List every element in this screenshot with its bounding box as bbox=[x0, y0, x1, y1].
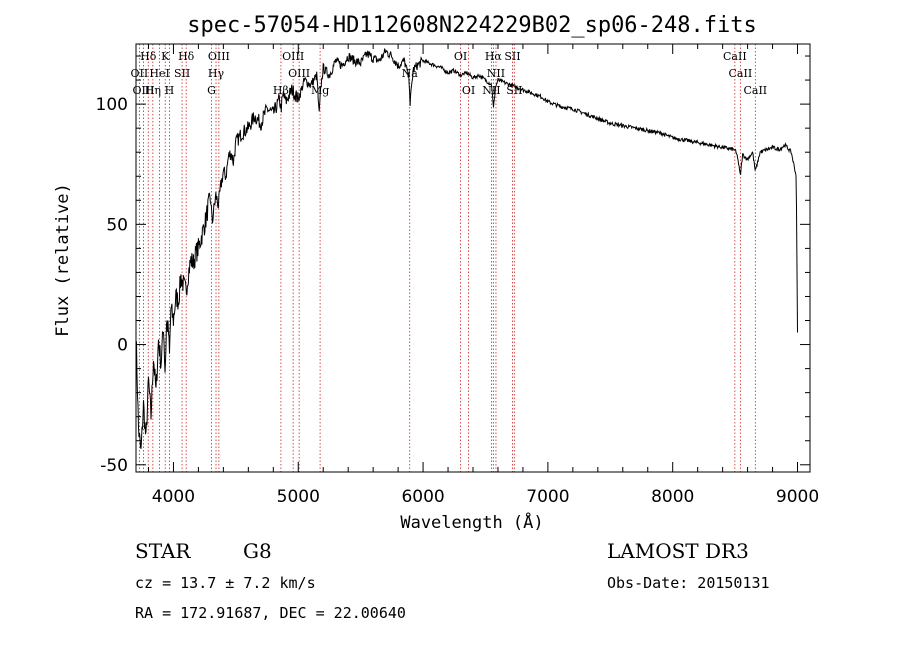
y-axis-label: Flux (relative) bbox=[53, 183, 73, 337]
line-label-15: Mg bbox=[311, 84, 329, 97]
line-label-22: NII bbox=[487, 67, 505, 80]
x-axis-label: Wavelength (Å) bbox=[400, 511, 543, 533]
x-tick-label-9000: 9000 bbox=[776, 487, 819, 507]
line-label-20: NII bbox=[482, 84, 500, 97]
line-label-18: OI bbox=[462, 84, 475, 97]
line-label-24: CaII bbox=[723, 50, 747, 63]
observation-date: Obs-Date: 20150131 bbox=[607, 574, 770, 592]
line-label-11: G bbox=[207, 84, 216, 97]
line-label-23: SII bbox=[506, 84, 522, 97]
y-tick-label-100: 100 bbox=[96, 95, 128, 115]
line-label-26: CaII bbox=[743, 84, 767, 97]
line-label-3: K bbox=[161, 50, 170, 63]
line-label-9: OIII bbox=[208, 50, 230, 63]
line-label-19: Hα bbox=[485, 50, 503, 63]
line-label-21: SII bbox=[504, 50, 520, 63]
y-tick-label-50: 50 bbox=[106, 215, 128, 235]
line-label-5: Hη bbox=[145, 84, 161, 97]
line-label-17: OI bbox=[454, 50, 467, 63]
survey-name: LAMOST DR3 bbox=[607, 539, 749, 563]
line-label-8: Hδ bbox=[178, 50, 195, 63]
x-tick-label-4000: 4000 bbox=[152, 487, 195, 507]
coordinates: RA = 172.91687, DEC = 22.00640 bbox=[135, 604, 406, 622]
plot-area: 4000 5000 6000 7000 8000 9000 -50 0 50 100 Hδ OII OI… bbox=[96, 43, 819, 507]
line-label-14: Hβ bbox=[273, 84, 289, 97]
x-tick-label-8000: 8000 bbox=[651, 487, 694, 507]
spectrum-line bbox=[135, 48, 798, 449]
line-label-1: OII bbox=[131, 67, 149, 80]
line-label-0: Hδ bbox=[140, 50, 157, 63]
line-label-6: SII bbox=[174, 67, 190, 80]
line-label-4: HeI bbox=[149, 67, 169, 80]
spectral-subclass: G8 bbox=[243, 539, 272, 563]
x-tick-label-5000: 5000 bbox=[277, 487, 320, 507]
x-tick-label-7000: 7000 bbox=[526, 487, 569, 507]
line-label-10: Hγ bbox=[208, 67, 225, 80]
line-label-7: H bbox=[165, 84, 175, 97]
x-tick-label-6000: 6000 bbox=[401, 487, 444, 507]
line-label-12: OIII bbox=[282, 50, 304, 63]
chart-title: spec-57054-HD112608N224229B02_sp06-248.f… bbox=[187, 13, 757, 38]
redshift-value: cz = 13.7 ± 7.2 km/s bbox=[135, 574, 316, 592]
line-label-25: CaII bbox=[729, 67, 753, 80]
y-tick-label-0: 0 bbox=[117, 336, 128, 356]
y-tick-label--50: -50 bbox=[100, 456, 128, 476]
line-label-2: OIII bbox=[132, 84, 154, 97]
plot-frame bbox=[135, 43, 811, 473]
line-label-16: Na bbox=[402, 67, 419, 80]
object-class: STAR bbox=[135, 539, 191, 563]
line-label-13: OIII bbox=[288, 67, 310, 80]
